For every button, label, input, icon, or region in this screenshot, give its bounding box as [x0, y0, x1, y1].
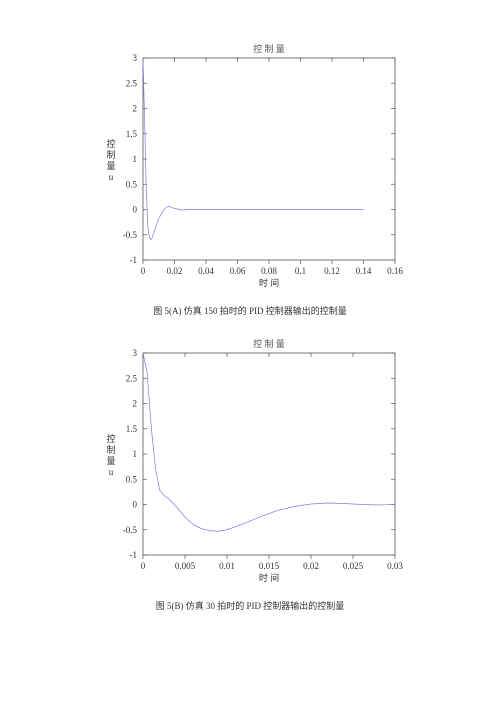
svg-text:量: 量	[106, 161, 115, 171]
svg-text:控 制 量: 控 制 量	[253, 338, 285, 349]
svg-text:0.04: 0.04	[198, 266, 214, 276]
svg-text:0: 0	[141, 561, 146, 571]
svg-text:0: 0	[141, 266, 146, 276]
svg-text:3: 3	[133, 348, 138, 358]
svg-text:0.5: 0.5	[126, 179, 138, 189]
svg-text:-0.5: -0.5	[123, 230, 138, 240]
svg-text:0.03: 0.03	[387, 561, 403, 571]
svg-text:制: 制	[106, 149, 115, 160]
svg-text:0.1: 0.1	[295, 266, 306, 276]
svg-text:时 间: 时 间	[259, 572, 279, 583]
svg-text:控: 控	[106, 433, 115, 444]
svg-text:0.06: 0.06	[230, 266, 246, 276]
svg-text:控: 控	[106, 138, 115, 149]
svg-text:0.5: 0.5	[126, 474, 138, 484]
svg-text:量: 量	[106, 456, 115, 466]
svg-text:0.02: 0.02	[167, 266, 183, 276]
chart-b: 控 制 量 0 0.005 0.01 0.015 0.02 0.025 0.03 -1 -0.5 0…	[95, 335, 405, 585]
svg-text:1: 1	[133, 154, 138, 164]
svg-text:0.12: 0.12	[324, 266, 340, 276]
svg-text:0.015: 0.015	[259, 561, 280, 571]
svg-text:0.01: 0.01	[219, 561, 235, 571]
svg-text:3: 3	[133, 53, 138, 63]
svg-text:2.5: 2.5	[126, 373, 138, 383]
svg-text:控 制 量: 控 制 量	[253, 43, 285, 54]
svg-text:0.005: 0.005	[175, 561, 196, 571]
svg-text:2.5: 2.5	[126, 78, 138, 88]
svg-text:1.5: 1.5	[126, 424, 138, 434]
svg-text:2: 2	[133, 104, 138, 114]
svg-text:0: 0	[133, 500, 138, 510]
svg-text:0.08: 0.08	[261, 266, 277, 276]
svg-text:0.02: 0.02	[303, 561, 319, 571]
svg-text:-1: -1	[130, 550, 138, 560]
chart-a: 控 制 量 0 0.02 0.04 0.06 0.08 0.1 0.12 0.14 0.16 -1 -…	[95, 40, 405, 290]
svg-text:-1: -1	[130, 255, 138, 265]
chart-a-caption: 图 5(A) 仿真 150 拍时的 PID 控制器输出的控制量	[153, 304, 347, 317]
svg-text:时 间: 时 间	[259, 277, 279, 288]
svg-text:-0.5: -0.5	[123, 525, 138, 535]
svg-text:0.14: 0.14	[356, 266, 372, 276]
svg-text:0.16: 0.16	[387, 266, 403, 276]
svg-text:0: 0	[133, 205, 138, 215]
svg-text:0.025: 0.025	[343, 561, 364, 571]
chart-b-caption: 图 5(B) 仿真 30 拍时的 PID 控制器输出的控制量	[156, 599, 345, 612]
svg-text:u: u	[109, 467, 114, 477]
svg-text:制: 制	[106, 444, 115, 455]
svg-text:u: u	[109, 172, 114, 182]
svg-text:2: 2	[133, 399, 138, 409]
svg-text:1: 1	[133, 449, 138, 459]
svg-text:1.5: 1.5	[126, 129, 138, 139]
